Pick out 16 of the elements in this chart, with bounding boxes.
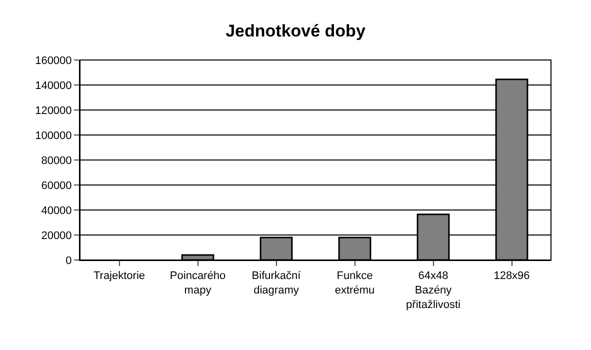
y-tick-label: 140000 [35, 80, 72, 92]
y-tick-label: 40000 [41, 204, 72, 217]
y-tick-label: 60000 [41, 180, 72, 192]
x-tick-label: 64x48 Bazény přitažlivosti [406, 270, 460, 311]
y-tick-label: 20000 [41, 230, 72, 242]
chart-title: Jednotkové doby [226, 21, 366, 40]
y-tick-label: 100000 [35, 130, 72, 142]
y-tick-label: 120000 [35, 104, 72, 117]
x-tick-label: Bifurkační diagramy [252, 270, 302, 296]
y-tick-label: 80000 [41, 154, 72, 167]
y-tick-label: 160000 [35, 54, 72, 67]
x-tick-label: 128x96 [494, 270, 530, 282]
x-tick-label: Trajektorie [93, 270, 146, 282]
x-tick-label: Funkce extrému [334, 270, 375, 296]
y-tick-label: 0 [66, 254, 72, 267]
x-tick-label: Poincarého mapy [170, 270, 226, 296]
